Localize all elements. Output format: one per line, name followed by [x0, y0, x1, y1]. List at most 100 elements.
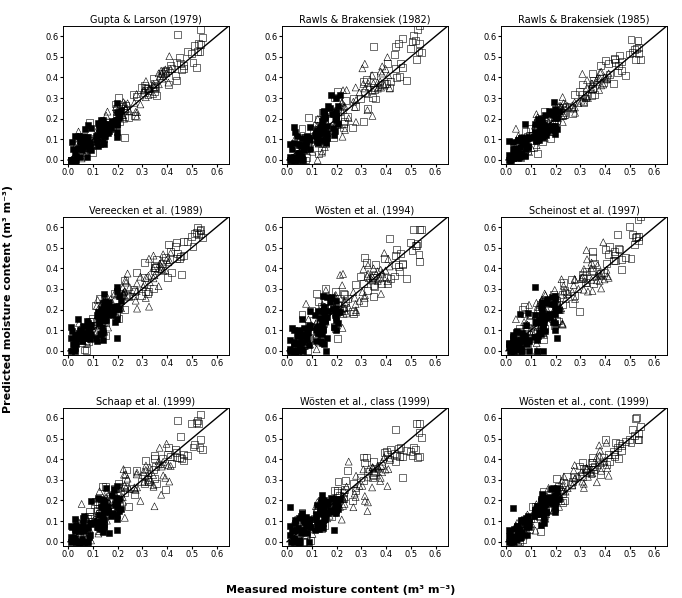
Point: [549, 97, 560, 106]
Point: [162, 273, 173, 282]
Point: [598, 457, 609, 467]
Point: [293, 524, 303, 533]
Point: [537, 311, 548, 321]
Point: [516, 133, 527, 142]
Point: [537, 346, 548, 356]
Point: [139, 86, 150, 95]
Point: [376, 270, 387, 279]
Point: [100, 481, 110, 491]
Point: [549, 308, 560, 318]
Point: [93, 518, 104, 528]
Point: [333, 300, 344, 310]
Point: [162, 450, 173, 459]
Point: [578, 270, 589, 279]
Point: [534, 304, 545, 314]
Point: [535, 300, 546, 310]
Point: [361, 104, 372, 114]
Point: [318, 499, 329, 509]
Point: [175, 452, 186, 462]
Point: [70, 335, 81, 344]
Point: [521, 133, 532, 143]
Point: [539, 324, 550, 334]
Point: [312, 328, 323, 338]
Point: [321, 317, 331, 327]
Point: [587, 266, 598, 276]
Point: [536, 329, 547, 338]
Point: [550, 108, 561, 117]
Point: [310, 326, 321, 335]
Point: [327, 292, 338, 301]
Point: [372, 461, 383, 471]
Point: [530, 503, 541, 512]
Point: [142, 289, 153, 299]
Point: [70, 533, 81, 542]
Point: [299, 520, 310, 530]
Point: [95, 502, 106, 512]
Point: [80, 333, 91, 343]
Point: [508, 346, 519, 356]
Point: [91, 333, 102, 343]
Point: [548, 505, 559, 515]
Point: [338, 501, 349, 511]
Point: [522, 308, 533, 318]
Point: [330, 503, 341, 512]
Point: [91, 517, 102, 527]
Point: [541, 303, 552, 312]
Point: [317, 121, 328, 130]
Point: [631, 232, 642, 242]
Point: [316, 336, 327, 346]
Point: [89, 321, 100, 331]
Point: [322, 498, 333, 507]
Point: [121, 278, 132, 288]
Point: [193, 230, 204, 239]
Point: [385, 77, 396, 87]
Point: [505, 537, 516, 547]
Point: [131, 286, 142, 296]
Point: [119, 287, 130, 297]
Point: [503, 155, 514, 165]
Point: [85, 124, 96, 133]
Point: [302, 517, 313, 527]
Point: [80, 148, 91, 158]
Point: [309, 513, 320, 523]
Point: [524, 316, 535, 326]
Point: [327, 124, 338, 133]
Point: [520, 309, 531, 319]
Point: [288, 535, 299, 544]
Point: [99, 499, 110, 508]
Point: [516, 336, 527, 346]
Point: [94, 132, 105, 142]
Point: [578, 464, 589, 474]
Point: [88, 326, 99, 335]
Point: [316, 518, 327, 528]
Point: [98, 303, 109, 312]
Point: [542, 127, 553, 136]
Point: [317, 490, 328, 500]
Point: [610, 438, 621, 447]
Point: [351, 483, 361, 493]
Point: [302, 139, 313, 148]
Point: [94, 321, 105, 330]
Point: [299, 341, 310, 350]
Point: [553, 481, 564, 491]
Point: [70, 155, 80, 164]
Point: [98, 512, 109, 522]
Point: [293, 139, 304, 149]
Point: [308, 125, 319, 135]
Point: [80, 512, 91, 521]
Point: [582, 75, 593, 85]
Point: [336, 97, 347, 107]
Point: [537, 335, 548, 344]
Point: [175, 254, 186, 263]
Point: [341, 86, 352, 95]
Point: [99, 508, 110, 517]
Point: [101, 487, 112, 497]
Point: [362, 507, 373, 516]
Point: [541, 508, 552, 517]
Point: [374, 273, 385, 283]
Point: [322, 121, 333, 131]
Point: [318, 291, 329, 300]
Point: [85, 519, 96, 529]
Point: [118, 465, 129, 474]
Point: [504, 338, 515, 348]
